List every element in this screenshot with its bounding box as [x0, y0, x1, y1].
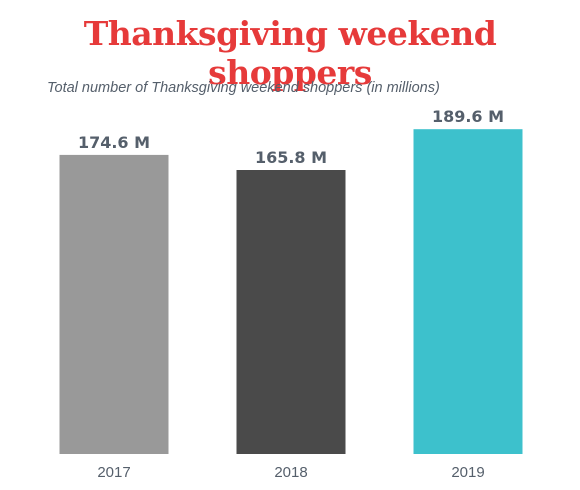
bar-2019	[413, 129, 523, 454]
bar-value-label-2019: 189.6 M	[432, 107, 504, 126]
x-tick-label-2019: 2019	[451, 464, 484, 481]
bar-2018	[236, 170, 346, 454]
bar-2017	[59, 154, 169, 454]
x-tick-label-2018: 2018	[274, 464, 307, 481]
x-tick-label-2017: 2017	[97, 464, 130, 481]
bar-value-label-2017: 174.6 M	[78, 133, 150, 152]
chart-title: Thanksgiving weekend shoppers	[83, 14, 497, 92]
chart-subtitle: Total number of Thanksgiving weekend sho…	[47, 80, 440, 96]
bar-value-label-2018: 165.8 M	[255, 148, 327, 167]
